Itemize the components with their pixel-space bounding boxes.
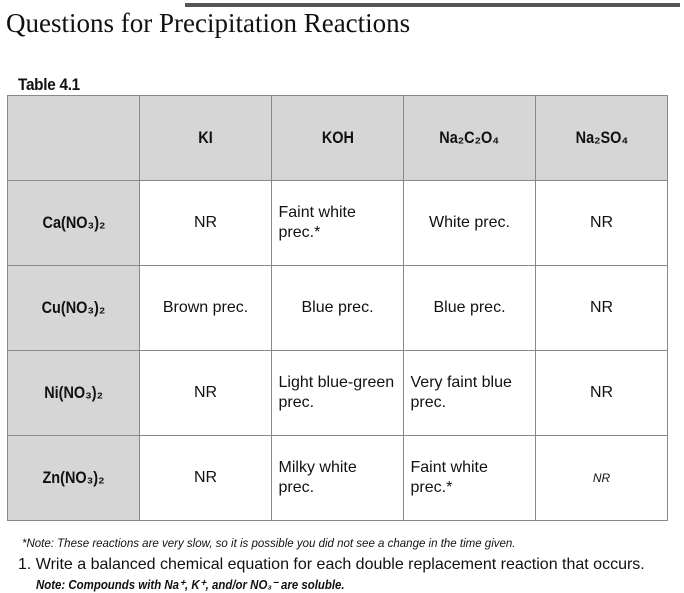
header-row: KI KOH Na₂C₂O₄ Na₂SO₄	[7, 95, 668, 181]
table-cell: NR	[139, 435, 272, 521]
cell-text: NR	[592, 471, 611, 485]
table-cell: Faint white prec.*	[271, 180, 404, 266]
table-cell: Light blue-green prec.	[271, 350, 404, 436]
table-cell: Blue prec.	[403, 265, 536, 351]
table-cell: White prec.	[403, 180, 536, 266]
row-header: Ni(NO₃)₂	[7, 350, 140, 436]
table-cell: NR	[139, 180, 272, 266]
cell-text: White prec.	[429, 214, 510, 231]
table-cell: NR	[535, 350, 668, 436]
cell-text: Brown prec.	[162, 299, 249, 316]
table-cell: Blue prec.	[271, 265, 404, 351]
column-header: KI	[139, 95, 272, 181]
corner-cell	[7, 95, 140, 181]
table-row: Zn(NO₃)₂ NR Milky white prec. Faint white p…	[7, 435, 668, 521]
question: 1. Write a balanced chemical equation fo…	[18, 556, 645, 573]
solubility-note: Note: Compounds with Na⁺, K⁺, and/or NO₃…	[36, 577, 345, 592]
table-cell: NR	[535, 265, 668, 351]
table-cell: Faint white prec.*	[403, 435, 536, 521]
table-cell: NR	[535, 435, 668, 521]
results-table: KI KOH Na₂C₂O₄ Na₂SO₄ Ca(NO₃)₂ NR Faint white …	[7, 95, 668, 521]
cell-text: Blue prec.	[433, 299, 506, 316]
column-header-text: KOH	[321, 128, 354, 147]
column-header: Na₂C₂O₄	[403, 95, 536, 181]
row-header-text: Zn(NO₃)₂	[42, 468, 105, 487]
footnote: *Note: These reactions are very slow, so…	[22, 538, 516, 550]
column-header-text: Na₂SO₄	[575, 128, 628, 147]
cell-text: NR	[193, 469, 218, 486]
table-row: Ca(NO₃)₂ NR Faint white prec.* White prec. N…	[7, 180, 668, 266]
cell-text: Faint white prec.*	[410, 459, 488, 496]
table-cell: Milky white prec.	[271, 435, 404, 521]
cell-text: Light blue-green prec.	[278, 374, 395, 411]
cell-text: Faint white prec.*	[278, 204, 356, 241]
page-title: Questions for Precipitation Reactions	[6, 8, 411, 38]
row-header-text: Ca(NO₃)₂	[42, 213, 105, 232]
row-header: Zn(NO₃)₂	[7, 435, 140, 521]
table-row: Ni(NO₃)₂ NR Light blue-green prec. Very fai…	[7, 350, 668, 436]
cell-text: NR	[589, 214, 614, 231]
column-header-text: Na₂C₂O₄	[439, 128, 500, 147]
row-header-text: Ni(NO₃)₂	[44, 383, 103, 402]
table-label: Table 4.1	[18, 75, 80, 94]
top-rule	[185, 3, 680, 7]
column-header: KOH	[271, 95, 404, 181]
row-header-text: Cu(NO₃)₂	[41, 298, 106, 317]
table-cell: NR	[535, 180, 668, 266]
column-header: Na₂SO₄	[535, 95, 668, 181]
cell-text: Blue prec.	[301, 299, 374, 316]
cell-text: Very faint blue prec.	[410, 374, 512, 411]
cell-text: NR	[193, 384, 218, 401]
cell-text: NR	[589, 384, 614, 401]
cell-text: Milky white prec.	[278, 459, 357, 496]
table-cell: Very faint blue prec.	[403, 350, 536, 436]
row-header: Ca(NO₃)₂	[7, 180, 140, 266]
cell-text: NR	[193, 214, 218, 231]
column-header-text: KI	[198, 128, 213, 147]
table-row: Cu(NO₃)₂ Brown prec. Blue prec. Blue prec. N…	[7, 265, 668, 351]
cell-text: NR	[589, 299, 614, 316]
row-header: Cu(NO₃)₂	[7, 265, 140, 351]
table-cell: Brown prec.	[139, 265, 272, 351]
table-cell: NR	[139, 350, 272, 436]
